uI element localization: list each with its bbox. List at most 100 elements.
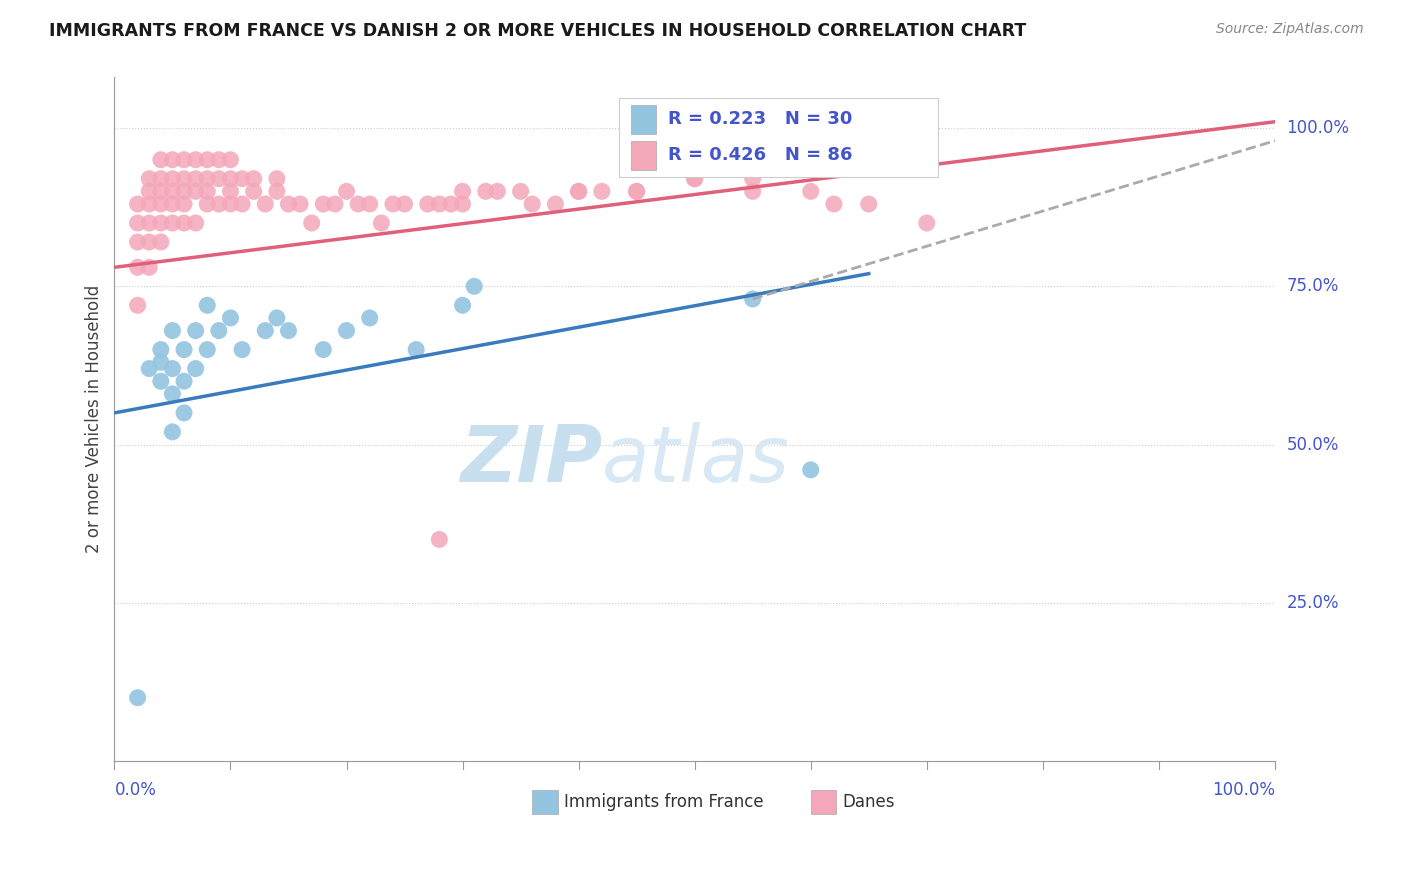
- Point: [162, 324, 184, 338]
- Point: [522, 197, 544, 211]
- Point: [138, 185, 160, 199]
- Point: [127, 690, 149, 705]
- Point: [138, 171, 160, 186]
- Point: [277, 197, 299, 211]
- Point: [475, 185, 498, 199]
- Point: [463, 279, 485, 293]
- Point: [242, 171, 264, 186]
- Point: [741, 185, 763, 199]
- Text: 0.0%: 0.0%: [114, 781, 156, 799]
- Point: [173, 343, 195, 357]
- Point: [127, 197, 149, 211]
- Point: [509, 185, 531, 199]
- Point: [138, 197, 160, 211]
- Point: [359, 197, 381, 211]
- Point: [858, 197, 880, 211]
- Text: 75.0%: 75.0%: [1286, 277, 1339, 295]
- Point: [149, 216, 172, 230]
- Point: [416, 197, 439, 211]
- Point: [173, 197, 195, 211]
- Point: [173, 153, 195, 167]
- FancyBboxPatch shape: [533, 789, 558, 814]
- Point: [427, 197, 450, 211]
- Point: [184, 216, 207, 230]
- Point: [451, 197, 474, 211]
- Point: [231, 197, 253, 211]
- Point: [823, 197, 845, 211]
- Text: R = 0.223   N = 30: R = 0.223 N = 30: [668, 111, 852, 128]
- Point: [149, 343, 172, 357]
- Point: [219, 153, 242, 167]
- Point: [195, 343, 218, 357]
- Point: [568, 185, 591, 199]
- Point: [544, 197, 567, 211]
- Text: 100.0%: 100.0%: [1286, 119, 1350, 137]
- Point: [626, 185, 648, 199]
- Point: [127, 235, 149, 249]
- Point: [626, 185, 648, 199]
- Point: [440, 197, 463, 211]
- FancyBboxPatch shape: [619, 98, 938, 177]
- Point: [184, 361, 207, 376]
- Point: [208, 171, 231, 186]
- Point: [219, 185, 242, 199]
- Point: [162, 425, 184, 439]
- Text: Danes: Danes: [842, 793, 894, 811]
- Point: [162, 185, 184, 199]
- Point: [486, 185, 509, 199]
- Point: [138, 216, 160, 230]
- Point: [184, 153, 207, 167]
- Point: [359, 310, 381, 325]
- Point: [800, 463, 823, 477]
- Point: [149, 235, 172, 249]
- Point: [301, 216, 323, 230]
- Point: [568, 185, 591, 199]
- FancyBboxPatch shape: [811, 789, 837, 814]
- Point: [741, 171, 763, 186]
- Point: [219, 310, 242, 325]
- Text: atlas: atlas: [602, 422, 790, 499]
- Point: [208, 324, 231, 338]
- Point: [195, 298, 218, 312]
- Point: [427, 533, 450, 547]
- Point: [149, 171, 172, 186]
- Point: [127, 260, 149, 275]
- Point: [149, 185, 172, 199]
- Point: [173, 171, 195, 186]
- Point: [138, 235, 160, 249]
- Point: [149, 197, 172, 211]
- Text: Source: ZipAtlas.com: Source: ZipAtlas.com: [1216, 22, 1364, 37]
- Point: [162, 197, 184, 211]
- Point: [312, 197, 335, 211]
- Point: [149, 153, 172, 167]
- Point: [208, 153, 231, 167]
- Text: IMMIGRANTS FROM FRANCE VS DANISH 2 OR MORE VEHICLES IN HOUSEHOLD CORRELATION CHA: IMMIGRANTS FROM FRANCE VS DANISH 2 OR MO…: [49, 22, 1026, 40]
- Text: ZIP: ZIP: [460, 422, 602, 499]
- Point: [800, 185, 823, 199]
- Point: [127, 298, 149, 312]
- Point: [254, 324, 277, 338]
- Point: [254, 197, 277, 211]
- Point: [184, 185, 207, 199]
- Point: [323, 197, 346, 211]
- Text: 100.0%: 100.0%: [1212, 781, 1275, 799]
- Point: [242, 185, 264, 199]
- Point: [173, 374, 195, 388]
- Point: [683, 171, 706, 186]
- Point: [195, 185, 218, 199]
- Point: [800, 153, 823, 167]
- Text: R = 0.426   N = 86: R = 0.426 N = 86: [668, 146, 852, 164]
- Point: [381, 197, 404, 211]
- Point: [347, 197, 370, 211]
- Point: [162, 387, 184, 401]
- Point: [195, 197, 218, 211]
- Point: [405, 343, 427, 357]
- Point: [195, 171, 218, 186]
- Point: [394, 197, 416, 211]
- Point: [451, 185, 474, 199]
- Point: [266, 171, 288, 186]
- Point: [370, 216, 392, 230]
- Point: [138, 361, 160, 376]
- Point: [741, 292, 763, 306]
- FancyBboxPatch shape: [631, 105, 657, 134]
